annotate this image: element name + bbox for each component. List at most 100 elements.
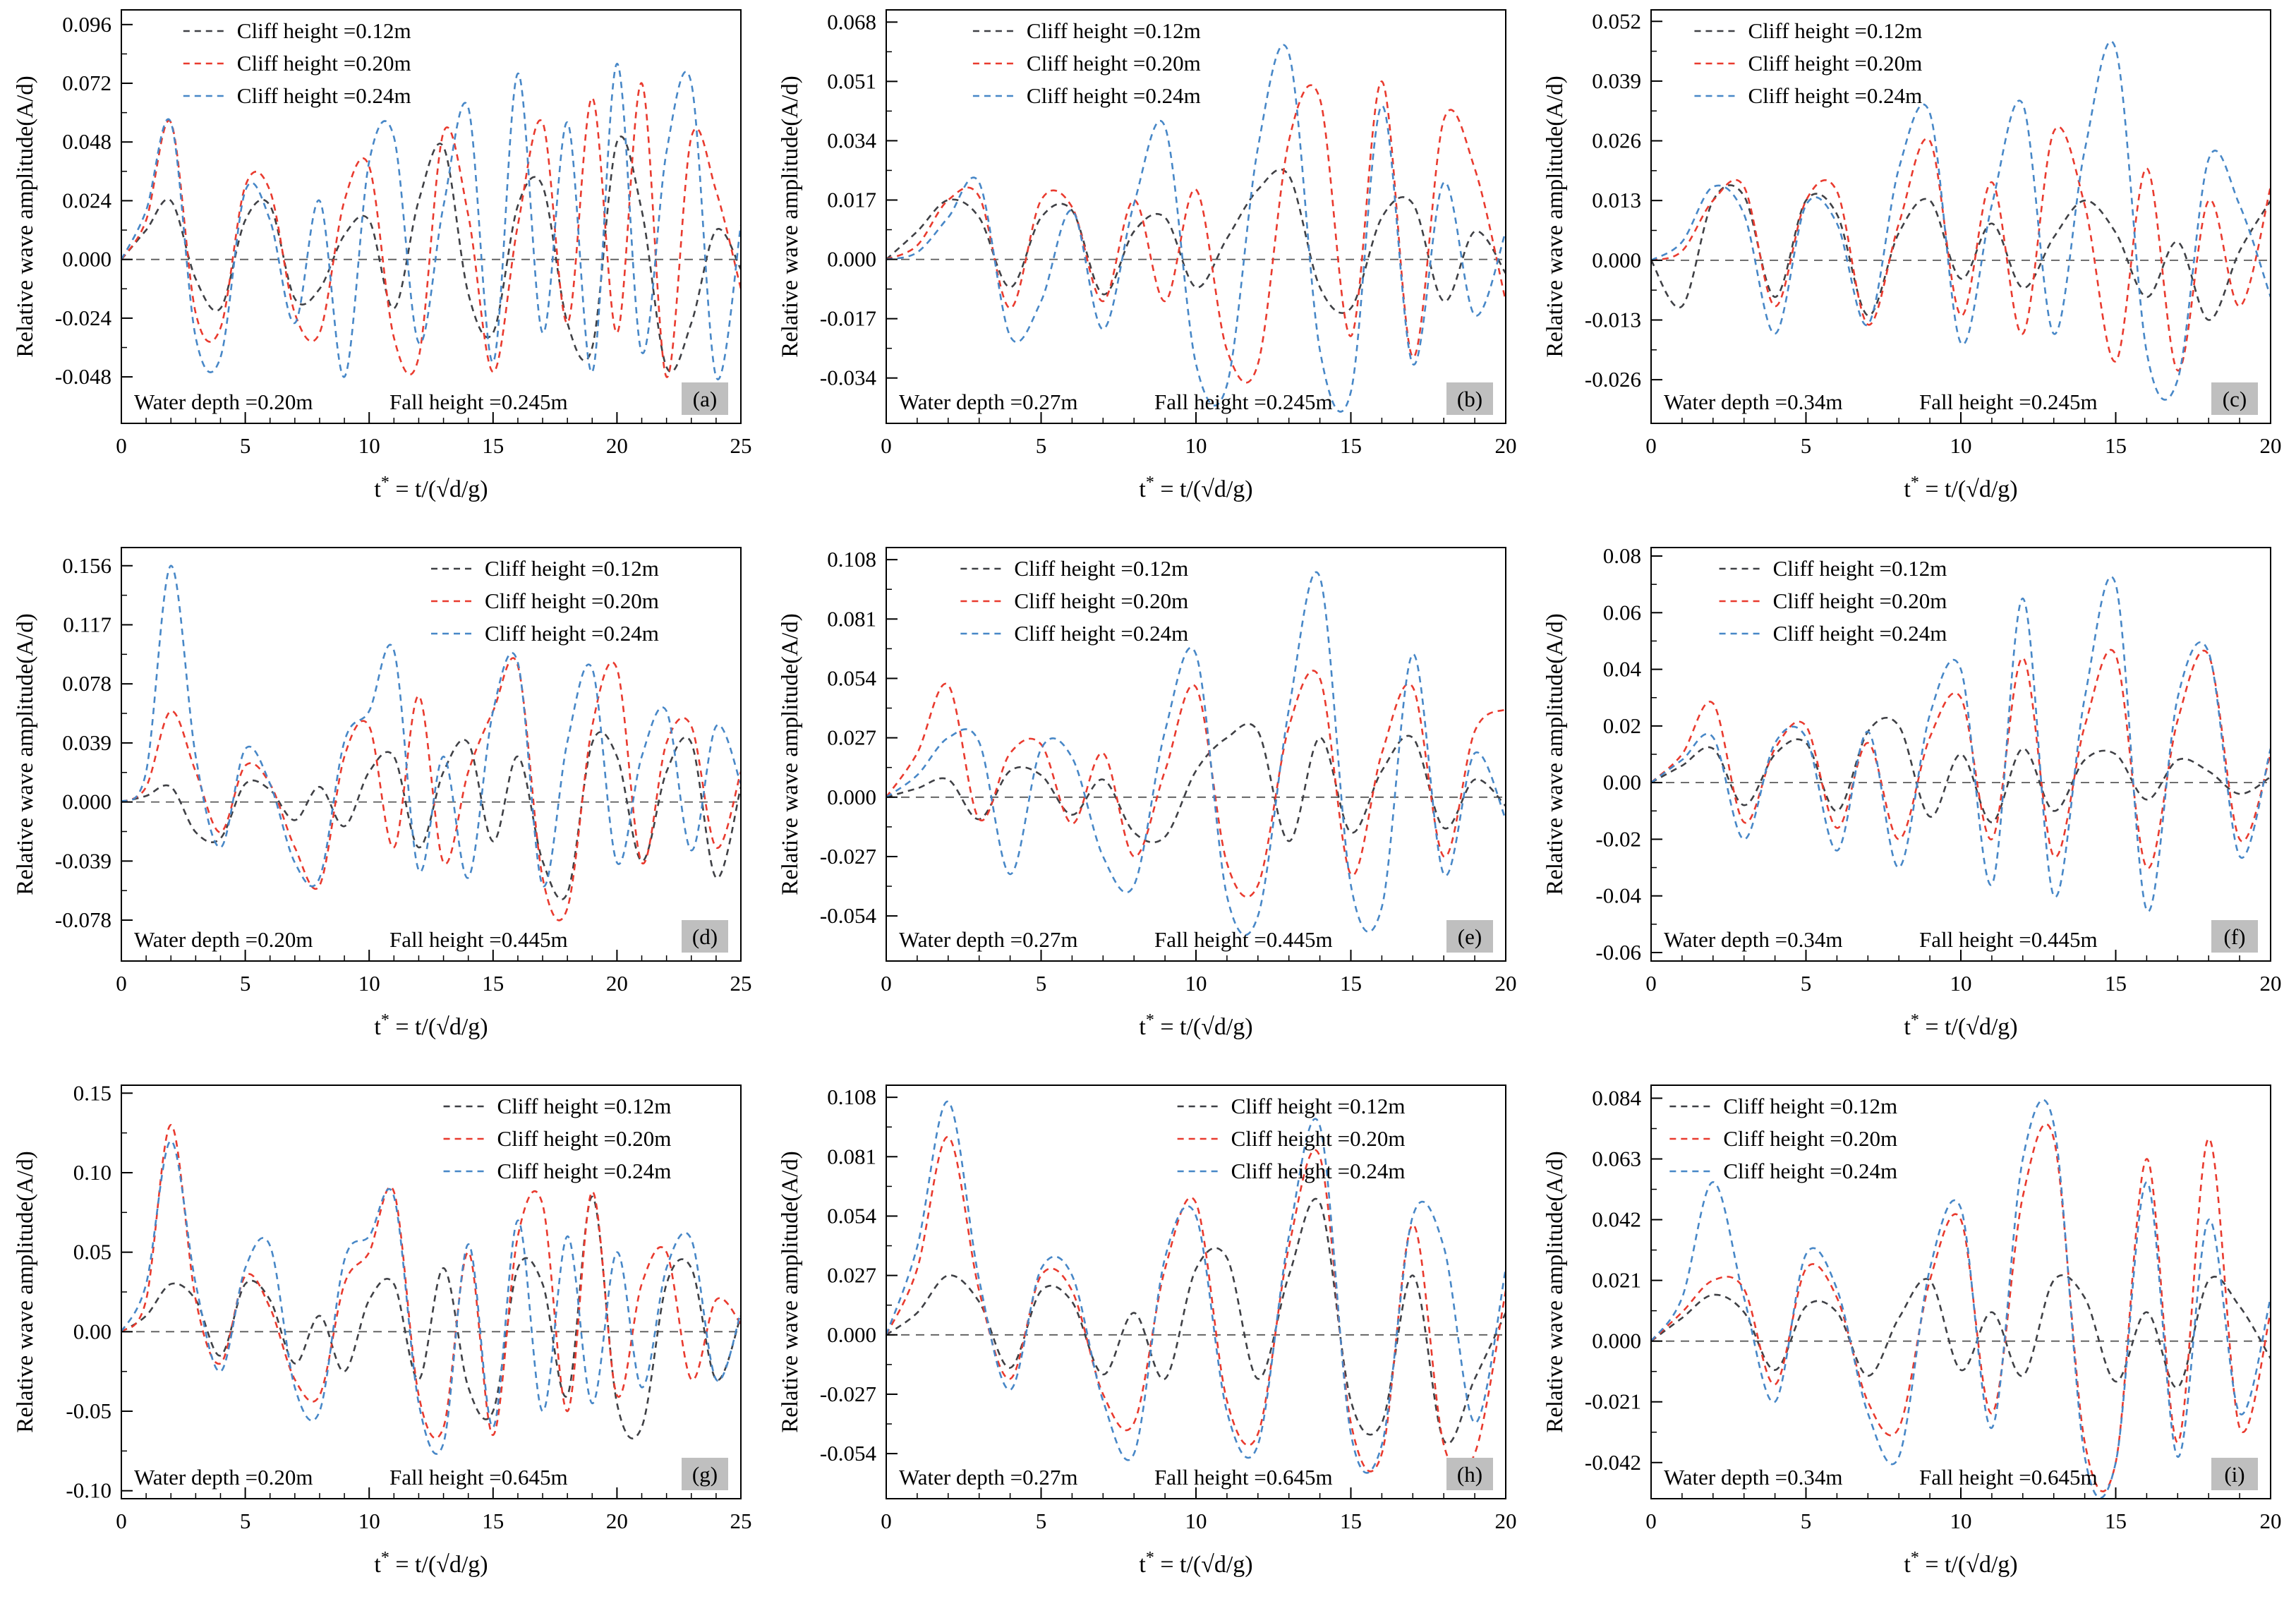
chart-g: 0 5 10 15 20 25 0.15 0.10 0.05 0.00 -0.05 -0.10 Clif… <box>13 1080 752 1578</box>
y-axis-label: Relative wave amplitude(A/d) <box>1542 1151 1568 1433</box>
y-tick-label: 0.013 <box>1592 188 1641 212</box>
x-tick-label: 15 <box>2105 971 2127 996</box>
series-line-e-0 <box>886 723 1506 844</box>
x-tick-label: 0 <box>881 971 892 996</box>
x-axis-label: t* = t/(√d/g) <box>1139 1011 1252 1040</box>
x-axis-label: t* = t/(√d/g) <box>1139 473 1252 502</box>
legend-label: Cliff height =0.12m <box>1723 1094 1897 1118</box>
y-tick-label: 0.108 <box>827 1085 876 1109</box>
legend-label: Cliff height =0.12m <box>1027 18 1201 43</box>
legend-label: Cliff height =0.12m <box>497 1094 672 1118</box>
series-line-h-1 <box>886 1136 1506 1475</box>
x-tick-label: 0 <box>881 1509 892 1533</box>
y-tick-label: 0.08 <box>1603 543 1641 568</box>
legend-label: Cliff height =0.12m <box>1231 1094 1406 1118</box>
y-tick-label: 0.10 <box>73 1160 111 1185</box>
x-tick-label: 10 <box>358 971 380 996</box>
x-axis-label: t* = t/(√d/g) <box>1139 1549 1252 1578</box>
x-tick-label: 10 <box>1950 433 1972 458</box>
y-tick-label: 0.024 <box>62 188 111 212</box>
panel-label: (c) <box>2223 387 2247 411</box>
legend-label: Cliff height =0.24m <box>485 621 659 646</box>
series-line-b-0 <box>886 169 1506 314</box>
y-tick-label: -0.048 <box>55 364 111 389</box>
x-tick-label: 15 <box>2105 1509 2127 1533</box>
x-axis-label: t* = t/(√d/g) <box>374 1549 488 1578</box>
legend-label: Cliff height =0.12m <box>1773 556 1947 581</box>
panel-label-box <box>2211 1458 2258 1490</box>
series-line-e-1 <box>886 670 1506 898</box>
legend-label: Cliff height =0.20m <box>1014 588 1188 613</box>
y-tick-label: -0.027 <box>820 844 876 869</box>
legend-label: Cliff height =0.20m <box>1231 1126 1406 1151</box>
y-tick-label: 0.096 <box>62 12 111 37</box>
legend-label: Cliff height =0.20m <box>1723 1126 1897 1151</box>
x-tick-label: 0 <box>116 1509 127 1533</box>
x-tick-label: 20 <box>606 1509 628 1533</box>
y-tick-label: 0.000 <box>1592 248 1641 272</box>
panel-label: (e) <box>1458 924 1482 949</box>
series-line-i-2 <box>1651 1099 2271 1499</box>
x-axis-label: t* = t/(√d/g) <box>1904 1549 2017 1578</box>
y-tick-label: 0.156 <box>62 553 111 578</box>
legend-label: Cliff height =0.20m <box>237 51 411 75</box>
x-tick-label: 5 <box>1801 1509 1812 1533</box>
y-tick-label: 0.048 <box>62 129 111 154</box>
y-tick-label: 0.063 <box>1592 1146 1641 1171</box>
chart-c: 0 5 10 15 20 0.052 0.039 0.026 0.013 0.000 -0.013 -… <box>1542 8 2282 502</box>
legend-label: Cliff height =0.24m <box>497 1159 672 1183</box>
plot-border <box>121 547 742 962</box>
annotation-fall-height: Fall height =0.245m <box>1919 389 2098 414</box>
x-tick-label: 20 <box>2260 1509 2282 1533</box>
chart-e: 0 5 10 15 20 0.108 0.081 0.054 0.027 0.000 -0.027 -… <box>778 547 1517 1040</box>
panel-b: 0 5 10 15 20 0.068 0.051 0.034 0.017 0.000 -0.017 -… <box>765 0 1530 538</box>
series-line-h-2 <box>886 1101 1506 1474</box>
y-tick-label: 0.051 <box>827 68 876 93</box>
y-tick-label: 0.15 <box>73 1080 111 1105</box>
x-tick-label: 15 <box>1340 433 1362 458</box>
y-tick-label: 0.042 <box>1592 1207 1641 1232</box>
y-axis-label: Relative wave amplitude(A/d) <box>778 613 803 895</box>
series-line-b-1 <box>886 80 1506 384</box>
series-line-a-1 <box>121 82 741 378</box>
y-tick-label: 0.04 <box>1603 657 1642 682</box>
x-tick-label: 20 <box>2260 433 2282 458</box>
series-line-e-2 <box>886 571 1506 936</box>
panel-f: 0 5 10 15 20 0.08 0.06 0.04 0.02 0.00 -0.02 -0.04 -0… <box>1530 538 2295 1075</box>
x-tick-label: 20 <box>606 971 628 996</box>
x-tick-label: 15 <box>482 971 504 996</box>
plot-border <box>886 1085 1506 1499</box>
annotation-fall-height: Fall height =0.445m <box>1919 927 2098 952</box>
y-tick-label: 0.000 <box>1592 1329 1641 1353</box>
series-line-a-2 <box>121 62 741 380</box>
annotation-water-depth: Water depth =0.27m <box>899 389 1077 414</box>
x-tick-label: 20 <box>1495 1509 1517 1533</box>
legend-label: Cliff height =0.12m <box>1014 556 1188 581</box>
chart-i: 0 5 10 15 20 0.084 0.063 0.042 0.021 0.000 -0.021 -… <box>1542 1085 2282 1578</box>
y-tick-label: 0.068 <box>827 9 876 34</box>
chart-a: 0 5 10 15 20 25 0.096 0.072 0.048 0.024 0.000 -0.02… <box>13 9 752 502</box>
y-tick-label: -0.054 <box>820 1441 877 1466</box>
annotation-fall-height: Fall height =0.645m <box>1919 1465 2098 1490</box>
y-tick-label: 0.081 <box>827 606 876 631</box>
series-line-g-0 <box>121 1195 741 1439</box>
series-line-c-0 <box>1651 184 2271 321</box>
panel-label-box <box>1446 1458 1493 1490</box>
y-tick-label: 0.000 <box>827 785 876 809</box>
y-tick-label: -0.017 <box>820 306 876 331</box>
plot-border <box>886 547 1506 962</box>
y-tick-label: -0.039 <box>55 848 111 873</box>
legend-label: Cliff height =0.24m <box>1231 1159 1406 1183</box>
series-line-i-0 <box>1651 1274 2271 1389</box>
annotation-water-depth: Water depth =0.20m <box>134 389 313 414</box>
annotation-fall-height: Fall height =0.445m <box>389 927 568 952</box>
annotation-water-depth: Water depth =0.34m <box>1664 927 1842 952</box>
y-axis-label: Relative wave amplitude(A/d) <box>778 75 803 358</box>
x-axis-label: t* = t/(√d/g) <box>1904 473 2017 502</box>
y-tick-label: 0.021 <box>1592 1268 1641 1293</box>
x-tick-label: 20 <box>1495 971 1517 996</box>
y-tick-label: 0.000 <box>62 790 111 814</box>
annotation-fall-height: Fall height =0.245m <box>389 389 568 414</box>
series-line-g-1 <box>121 1123 741 1439</box>
y-tick-label: 0.00 <box>1603 770 1641 795</box>
